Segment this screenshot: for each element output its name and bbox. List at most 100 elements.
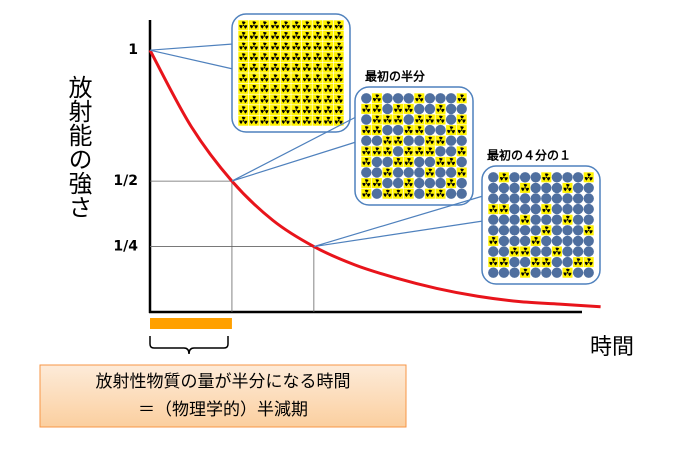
- trefoil: [292, 95, 301, 104]
- trefoil: [447, 157, 455, 166]
- stable-atom: [392, 124, 404, 136]
- stable-atom: [519, 172, 531, 183]
- trefoil-center: [253, 35, 255, 37]
- trefoil-center: [386, 139, 389, 142]
- trefoil: [457, 168, 466, 177]
- trefoil: [281, 116, 290, 125]
- trefoil: [313, 106, 322, 114]
- trefoil: [313, 95, 322, 104]
- stable-atom: [572, 267, 584, 278]
- trefoil: [271, 32, 279, 40]
- trefoil-center: [306, 88, 308, 90]
- trefoil-center: [295, 77, 298, 80]
- trefoil-center: [253, 119, 255, 122]
- trefoil-center: [253, 45, 255, 48]
- trefoil-center: [316, 119, 319, 122]
- trefoil: [271, 21, 279, 30]
- trefoil: [302, 63, 311, 72]
- trefoil: [584, 173, 593, 182]
- stable-atom: [382, 124, 393, 136]
- trefoil: [510, 247, 519, 256]
- trefoil: [425, 189, 434, 198]
- trefoil-center: [450, 182, 452, 184]
- stable-atom: [519, 235, 531, 247]
- trefoil: [292, 106, 301, 114]
- trefoil: [394, 189, 402, 198]
- trefoil: [281, 21, 290, 30]
- trefoil-center: [566, 271, 569, 274]
- trefoil-center: [242, 98, 245, 101]
- atom-grid: [238, 20, 344, 126]
- trefoil-center: [327, 35, 329, 37]
- trefoil: [334, 85, 343, 93]
- trefoil-center: [253, 88, 255, 90]
- stable-atom: [445, 93, 457, 104]
- trefoil: [260, 63, 269, 72]
- stable-atom: [530, 182, 541, 194]
- stable-atom: [551, 256, 563, 268]
- trefoil-center: [337, 24, 340, 27]
- trefoil: [574, 258, 582, 266]
- stable-atom: [572, 246, 584, 257]
- trefoil-center: [429, 118, 431, 121]
- trefoil: [249, 116, 258, 125]
- trefoil: [542, 226, 551, 235]
- trefoil: [292, 42, 301, 51]
- trefoil-center: [263, 77, 266, 80]
- stable-atom: [541, 214, 552, 225]
- stable-atom: [414, 188, 425, 199]
- trefoil: [271, 53, 279, 61]
- trefoil-center: [274, 24, 276, 27]
- trefoil-center: [365, 129, 368, 131]
- trefoil: [521, 215, 529, 224]
- trefoil: [324, 21, 332, 30]
- trefoil: [425, 147, 434, 156]
- stable-atom: [424, 124, 436, 136]
- trefoil-center: [274, 77, 276, 80]
- trefoil-center: [386, 192, 389, 195]
- callout-label: 最初の半分: [365, 69, 425, 84]
- atom-grid: [361, 93, 467, 199]
- stable-atom: [371, 135, 383, 146]
- stable-atom: [530, 214, 541, 225]
- trefoil-center: [386, 118, 389, 121]
- trefoil-center: [460, 150, 463, 153]
- trefoil-center: [376, 150, 378, 153]
- trefoil-center: [337, 66, 340, 69]
- stable-atom: [572, 214, 584, 225]
- stable-atom: [519, 256, 531, 268]
- trefoil-center: [337, 35, 340, 37]
- trefoil-center: [429, 192, 431, 195]
- trefoil: [324, 32, 332, 40]
- stable-atom: [562, 172, 573, 183]
- trefoil-center: [460, 129, 463, 131]
- stable-atom: [456, 135, 467, 146]
- trefoil-center: [337, 56, 340, 58]
- trefoil: [499, 258, 508, 266]
- trefoil-center: [397, 108, 399, 110]
- stable-atom: [488, 193, 499, 204]
- stable-atom: [562, 235, 573, 247]
- trefoil: [334, 116, 343, 125]
- trefoil: [239, 106, 248, 114]
- brace: [149, 336, 229, 355]
- trefoil: [425, 168, 434, 177]
- trefoil: [324, 106, 332, 114]
- trefoil: [404, 147, 413, 156]
- stable-atom: [445, 114, 457, 125]
- trefoil-center: [460, 118, 463, 121]
- stable-atom: [562, 193, 573, 204]
- trefoil-center: [316, 35, 319, 37]
- trefoil-center: [545, 261, 548, 263]
- trefoil: [324, 42, 332, 51]
- trefoil-center: [306, 35, 308, 37]
- trefoil-center: [263, 119, 266, 122]
- trefoil: [425, 136, 434, 145]
- trefoil-center: [460, 97, 463, 100]
- stable-atom: [361, 93, 372, 104]
- trefoil-center: [439, 108, 442, 110]
- trefoil-center: [397, 118, 399, 121]
- trefoil: [260, 74, 269, 83]
- trefoil-center: [492, 208, 495, 210]
- stable-atom: [403, 114, 414, 125]
